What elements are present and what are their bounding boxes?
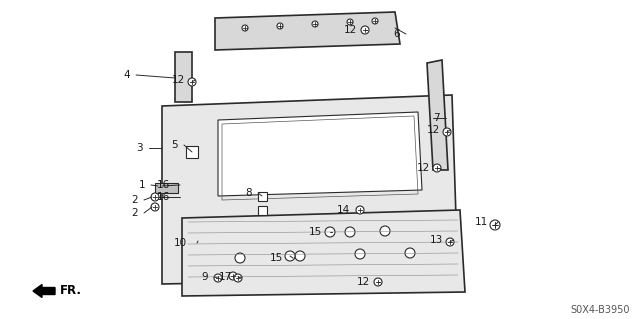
Circle shape	[235, 253, 245, 263]
Text: 8: 8	[245, 188, 252, 198]
Polygon shape	[182, 210, 465, 296]
Text: 16: 16	[157, 180, 170, 190]
Circle shape	[355, 249, 365, 259]
Circle shape	[295, 251, 305, 261]
Text: 12: 12	[344, 25, 357, 35]
Bar	[186, 146, 198, 158]
Circle shape	[151, 193, 159, 201]
Circle shape	[188, 78, 196, 86]
Circle shape	[380, 226, 390, 236]
Polygon shape	[175, 52, 192, 102]
Text: 3: 3	[136, 143, 143, 153]
Text: 12: 12	[172, 75, 185, 85]
Text: 5: 5	[172, 140, 178, 150]
Circle shape	[356, 206, 364, 214]
Bar	[257, 205, 266, 214]
Polygon shape	[162, 95, 458, 284]
Text: 11: 11	[475, 217, 488, 227]
Circle shape	[229, 272, 237, 280]
Circle shape	[433, 164, 441, 172]
Circle shape	[491, 221, 499, 229]
Circle shape	[374, 278, 382, 286]
Circle shape	[446, 238, 454, 246]
Text: 15: 15	[269, 253, 283, 263]
Text: 15: 15	[308, 227, 322, 237]
Text: 14: 14	[337, 205, 350, 215]
Text: 17: 17	[219, 272, 232, 282]
Circle shape	[490, 220, 500, 230]
Text: 6: 6	[394, 29, 400, 39]
Circle shape	[347, 19, 353, 25]
Text: 10: 10	[174, 238, 187, 248]
Text: 12: 12	[427, 125, 440, 135]
Text: 1: 1	[138, 180, 145, 190]
Circle shape	[361, 26, 369, 34]
Circle shape	[277, 23, 283, 29]
FancyArrow shape	[33, 285, 55, 298]
Polygon shape	[215, 12, 400, 50]
Text: 4: 4	[124, 70, 130, 80]
Bar	[257, 191, 266, 201]
Circle shape	[405, 248, 415, 258]
Circle shape	[151, 203, 159, 211]
Text: 2: 2	[131, 195, 138, 205]
Text: 16: 16	[157, 192, 170, 202]
Circle shape	[372, 18, 378, 24]
Circle shape	[285, 251, 295, 261]
Text: 7: 7	[433, 113, 440, 123]
Circle shape	[325, 227, 335, 237]
Polygon shape	[155, 183, 178, 193]
Circle shape	[312, 21, 318, 27]
Text: 9: 9	[202, 272, 208, 282]
Circle shape	[345, 227, 355, 237]
Circle shape	[214, 274, 222, 282]
Text: 13: 13	[429, 235, 443, 245]
Polygon shape	[218, 112, 422, 196]
Circle shape	[242, 25, 248, 31]
Text: 2: 2	[131, 208, 138, 218]
Text: FR.: FR.	[60, 285, 82, 298]
Circle shape	[443, 128, 451, 136]
Text: S0X4-B3950: S0X4-B3950	[570, 305, 630, 315]
Text: 12: 12	[356, 277, 370, 287]
Polygon shape	[427, 60, 448, 170]
Circle shape	[234, 274, 242, 282]
Text: 12: 12	[417, 163, 430, 173]
